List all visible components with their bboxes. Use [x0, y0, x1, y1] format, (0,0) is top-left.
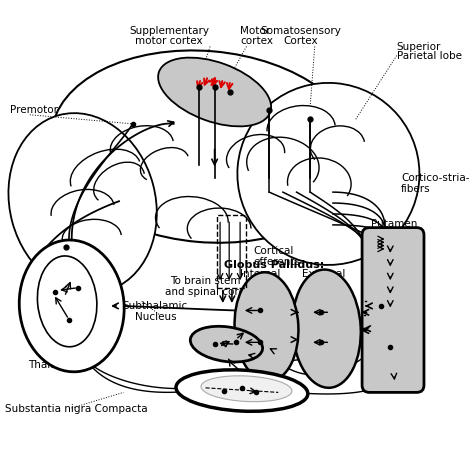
Text: Superior: Superior [397, 42, 441, 52]
Ellipse shape [37, 256, 97, 347]
Text: Nucleus: Nucleus [135, 312, 176, 322]
Text: Parietal lobe: Parietal lobe [397, 51, 462, 61]
Ellipse shape [235, 272, 299, 381]
Ellipse shape [292, 270, 361, 388]
FancyBboxPatch shape [362, 227, 424, 392]
Text: Cortical: Cortical [254, 246, 294, 256]
Text: Premotor: Premotor [10, 105, 58, 115]
Text: Internal: Internal [240, 269, 280, 279]
Text: Somatosensory: Somatosensory [261, 27, 342, 37]
Text: Putamen: Putamen [371, 219, 417, 229]
Ellipse shape [190, 326, 263, 362]
Text: Globus Pallidus:: Globus Pallidus: [224, 260, 324, 270]
Text: fibers: fibers [401, 184, 431, 194]
Ellipse shape [158, 58, 271, 126]
Text: Motor: Motor [240, 27, 270, 37]
Ellipse shape [176, 370, 308, 411]
Text: Cortex: Cortex [284, 36, 319, 45]
Ellipse shape [201, 376, 292, 402]
Text: Subthalamic: Subthalamic [123, 301, 188, 311]
Text: External: External [302, 269, 346, 279]
Text: efferents: efferents [254, 257, 301, 267]
Text: Supplementary: Supplementary [129, 27, 209, 37]
Text: Substantia nigra Compacta: Substantia nigra Compacta [5, 404, 148, 414]
Text: Thalamus: Thalamus [28, 360, 79, 370]
Ellipse shape [19, 240, 124, 372]
Text: and spinal cord: and spinal cord [165, 287, 246, 297]
Bar [218, 215, 246, 288]
Text: Cortico-stria-: Cortico-stria- [401, 174, 470, 183]
Ellipse shape [237, 83, 419, 265]
Text: cortex: cortex [240, 36, 273, 45]
Ellipse shape [51, 51, 360, 243]
Text: motor cortex: motor cortex [135, 36, 203, 45]
Text: To brain stem: To brain stem [170, 276, 241, 286]
Ellipse shape [9, 113, 157, 293]
